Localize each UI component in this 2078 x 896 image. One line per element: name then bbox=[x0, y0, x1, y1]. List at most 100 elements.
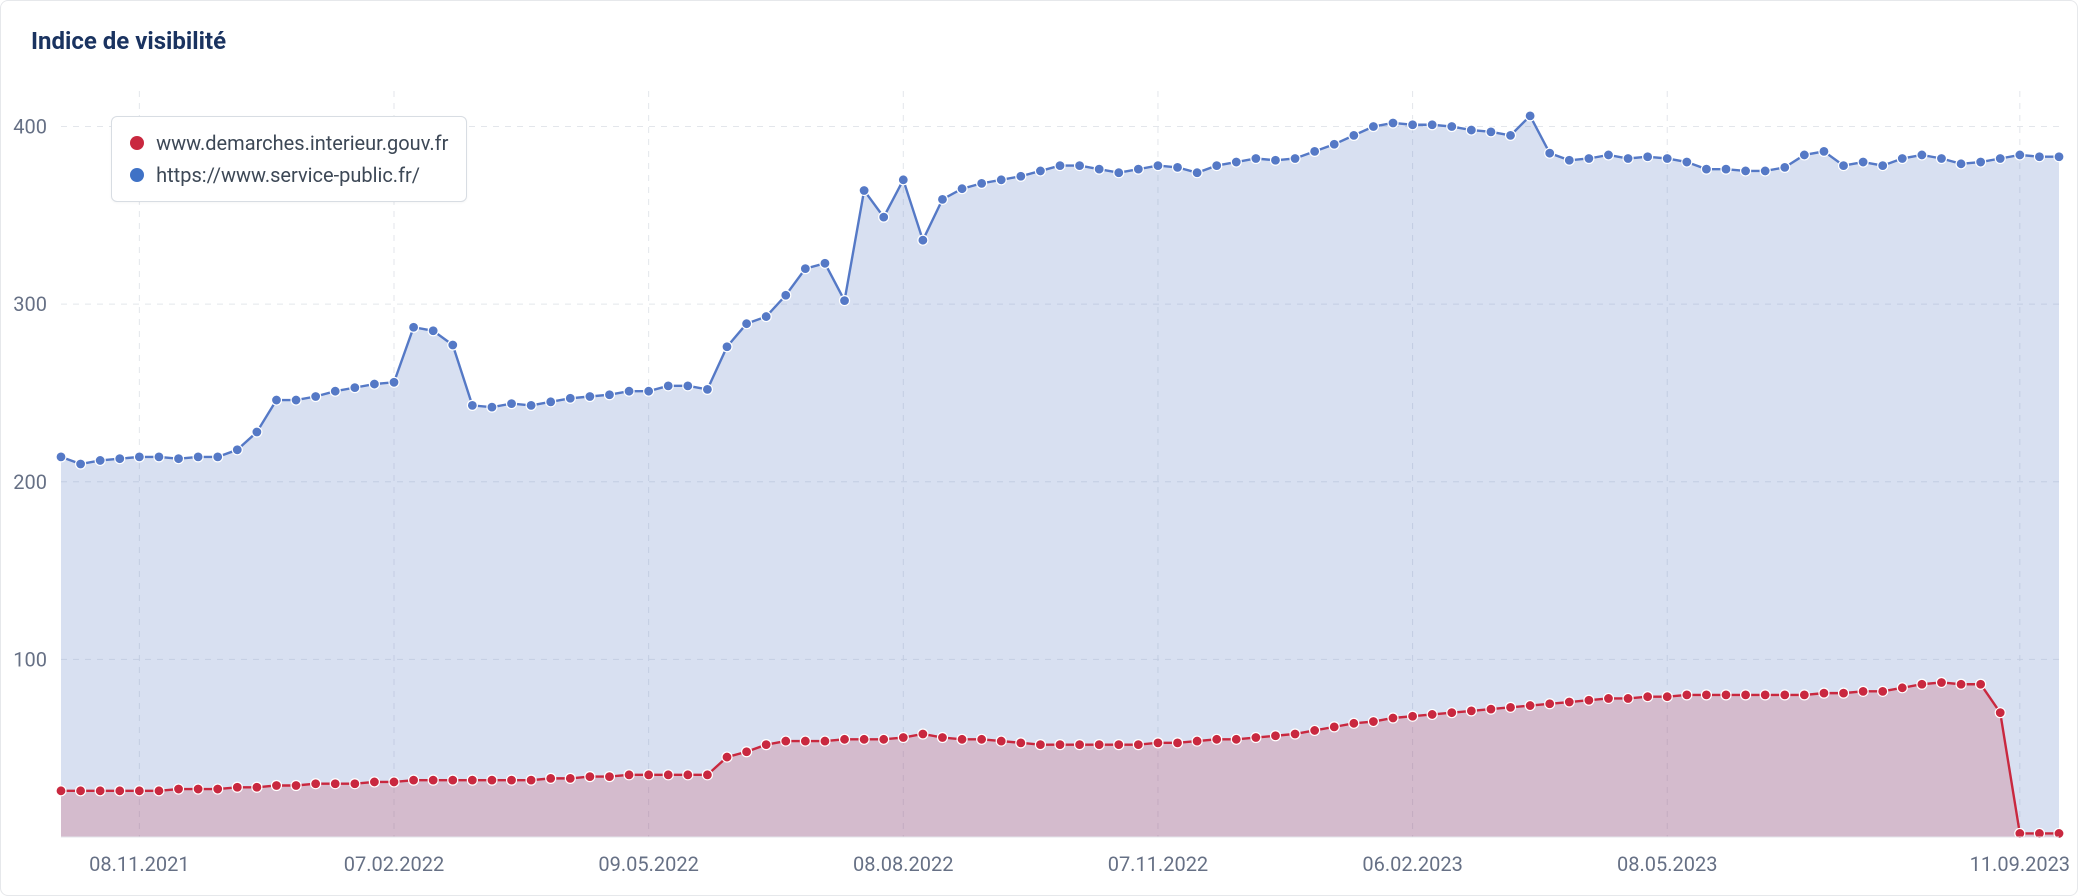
y-tick-label: 300 bbox=[13, 292, 47, 316]
series-marker-service-public bbox=[2054, 152, 2064, 162]
series-marker-service-public bbox=[604, 390, 614, 400]
series-marker-demarches-interieur bbox=[526, 775, 536, 785]
series-marker-service-public bbox=[1329, 139, 1339, 149]
series-marker-service-public bbox=[1545, 148, 1555, 158]
series-marker-demarches-interieur bbox=[1231, 734, 1241, 744]
legend-label: www.demarches.interieur.gouv.fr bbox=[156, 127, 448, 159]
series-marker-service-public bbox=[1819, 146, 1829, 156]
series-marker-service-public bbox=[1525, 111, 1535, 121]
series-marker-demarches-interieur bbox=[1447, 708, 1457, 718]
series-marker-demarches-interieur bbox=[644, 770, 654, 780]
series-marker-demarches-interieur bbox=[1936, 677, 1946, 687]
series-marker-service-public bbox=[389, 377, 399, 387]
series-marker-demarches-interieur bbox=[1192, 736, 1202, 746]
series-marker-demarches-interieur bbox=[134, 786, 144, 796]
series-marker-service-public bbox=[1427, 120, 1437, 130]
series-marker-demarches-interieur bbox=[1290, 729, 1300, 739]
series-marker-service-public bbox=[76, 459, 86, 469]
x-tick-label: 06.02.2023 bbox=[1362, 852, 1462, 876]
series-marker-service-public bbox=[1114, 168, 1124, 178]
series-marker-service-public bbox=[1603, 150, 1613, 160]
series-marker-service-public bbox=[702, 384, 712, 394]
series-marker-demarches-interieur bbox=[977, 734, 987, 744]
series-marker-service-public bbox=[1368, 122, 1378, 132]
series-marker-service-public bbox=[1936, 153, 1946, 163]
chart-title: Indice de visibilité bbox=[31, 27, 226, 55]
series-marker-demarches-interieur bbox=[1819, 688, 1829, 698]
series-marker-service-public bbox=[193, 452, 203, 462]
series-marker-demarches-interieur bbox=[1173, 738, 1183, 748]
y-tick-label: 400 bbox=[13, 115, 47, 139]
series-marker-service-public bbox=[1251, 153, 1261, 163]
series-marker-service-public bbox=[2034, 152, 2044, 162]
series-marker-demarches-interieur bbox=[1310, 725, 1320, 735]
x-tick-label: 08.11.2021 bbox=[89, 852, 189, 876]
series-marker-service-public bbox=[1349, 130, 1359, 140]
series-marker-demarches-interieur bbox=[271, 780, 281, 790]
series-marker-demarches-interieur bbox=[1055, 740, 1065, 750]
series-marker-service-public bbox=[1917, 150, 1927, 160]
series-marker-service-public bbox=[1956, 159, 1966, 169]
series-marker-service-public bbox=[1995, 153, 2005, 163]
series-marker-service-public bbox=[1584, 153, 1594, 163]
series-marker-service-public bbox=[996, 175, 1006, 185]
series-marker-demarches-interieur bbox=[1133, 740, 1143, 750]
series-marker-demarches-interieur bbox=[1349, 718, 1359, 728]
series-marker-service-public bbox=[1780, 162, 1790, 172]
series-marker-demarches-interieur bbox=[56, 786, 66, 796]
series-marker-service-public bbox=[683, 381, 693, 391]
series-marker-service-public bbox=[663, 381, 673, 391]
chart-card: Indice de visibilité 10020030040008.11.2… bbox=[0, 0, 2078, 896]
series-marker-service-public bbox=[1173, 162, 1183, 172]
series-marker-demarches-interieur bbox=[1506, 702, 1516, 712]
series-marker-service-public bbox=[134, 452, 144, 462]
series-marker-demarches-interieur bbox=[1780, 690, 1790, 700]
series-marker-demarches-interieur bbox=[115, 786, 125, 796]
series-marker-demarches-interieur bbox=[1035, 740, 1045, 750]
series-marker-service-public bbox=[1133, 164, 1143, 174]
series-marker-service-public bbox=[507, 399, 517, 409]
series-marker-service-public bbox=[448, 340, 458, 350]
series-marker-service-public bbox=[1799, 150, 1809, 160]
x-tick-label: 08.08.2022 bbox=[853, 852, 953, 876]
series-marker-service-public bbox=[1290, 153, 1300, 163]
series-marker-demarches-interieur bbox=[683, 770, 693, 780]
series-marker-service-public bbox=[1016, 171, 1026, 181]
series-marker-service-public bbox=[1055, 161, 1065, 171]
series-marker-demarches-interieur bbox=[1564, 697, 1574, 707]
series-marker-service-public bbox=[291, 395, 301, 405]
series-marker-demarches-interieur bbox=[1212, 734, 1222, 744]
series-marker-demarches-interieur bbox=[604, 772, 614, 782]
series-marker-service-public bbox=[1976, 157, 1986, 167]
series-marker-service-public bbox=[56, 452, 66, 462]
legend-item[interactable]: www.demarches.interieur.gouv.fr bbox=[130, 127, 448, 159]
series-marker-service-public bbox=[1447, 122, 1457, 132]
series-marker-service-public bbox=[1760, 166, 1770, 176]
series-marker-service-public bbox=[154, 452, 164, 462]
series-marker-demarches-interieur bbox=[428, 775, 438, 785]
x-tick-label: 08.05.2023 bbox=[1617, 852, 1717, 876]
series-marker-service-public bbox=[1035, 166, 1045, 176]
series-marker-demarches-interieur bbox=[1917, 679, 1927, 689]
series-marker-demarches-interieur bbox=[389, 777, 399, 787]
series-marker-service-public bbox=[467, 400, 477, 410]
series-marker-demarches-interieur bbox=[193, 784, 203, 794]
series-marker-service-public bbox=[409, 322, 419, 332]
legend-item[interactable]: https://www.service-public.fr/ bbox=[130, 159, 448, 191]
series-marker-service-public bbox=[1486, 127, 1496, 137]
series-marker-demarches-interieur bbox=[1897, 683, 1907, 693]
series-marker-service-public bbox=[1878, 161, 1888, 171]
series-marker-service-public bbox=[271, 395, 281, 405]
series-marker-service-public bbox=[1839, 161, 1849, 171]
series-marker-demarches-interieur bbox=[1878, 686, 1888, 696]
series-marker-demarches-interieur bbox=[1408, 711, 1418, 721]
series-marker-service-public bbox=[1564, 155, 1574, 165]
series-marker-demarches-interieur bbox=[291, 780, 301, 790]
series-marker-service-public bbox=[115, 454, 125, 464]
series-marker-service-public bbox=[761, 312, 771, 322]
series-marker-demarches-interieur bbox=[565, 773, 575, 783]
series-marker-service-public bbox=[879, 212, 889, 222]
series-marker-service-public bbox=[644, 386, 654, 396]
series-marker-service-public bbox=[742, 319, 752, 329]
series-marker-demarches-interieur bbox=[1525, 701, 1535, 711]
